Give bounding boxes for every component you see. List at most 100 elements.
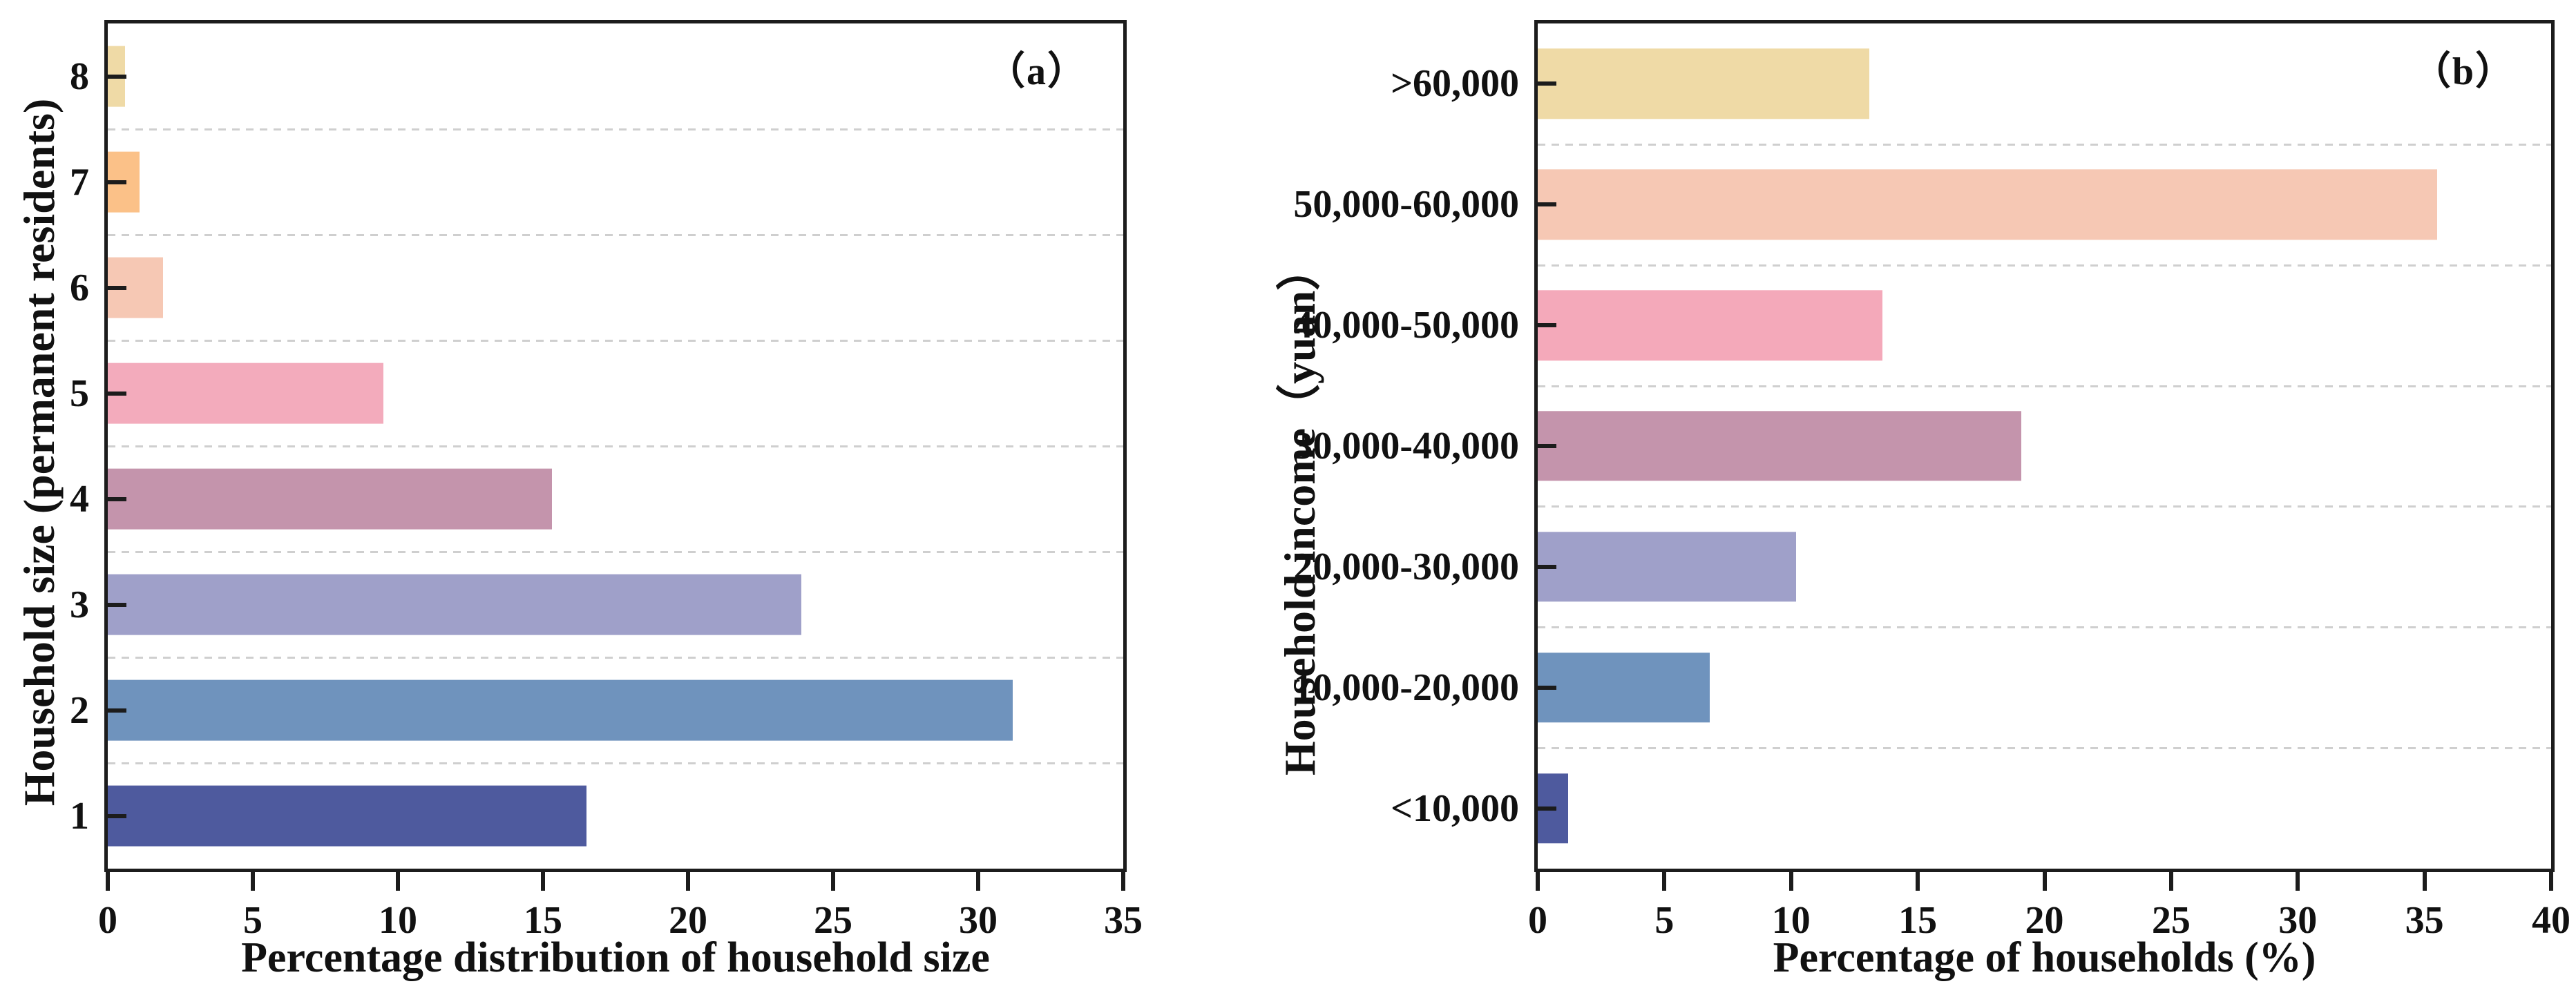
y-axis-tick	[108, 285, 126, 290]
y-axis-tick	[108, 496, 126, 501]
y-axis-tick	[1538, 323, 1556, 328]
bar-row: 3	[70, 552, 1123, 657]
x-axis-tick-label: 15	[1898, 899, 1938, 942]
category-label: 5	[70, 371, 89, 415]
category-label: >60,000	[1391, 62, 1519, 106]
y-axis-tick	[108, 74, 126, 79]
x-axis-tick-label: 5	[243, 899, 263, 942]
y-axis-tick	[1538, 202, 1556, 207]
gridline	[1538, 143, 2551, 146]
x-axis-tick-label: 15	[524, 899, 562, 942]
x-axis-tick	[1788, 872, 1793, 891]
x-axis-title-a: Percentage distribution of household siz…	[241, 934, 990, 981]
bar	[108, 574, 801, 635]
gridline	[108, 762, 1123, 764]
x-axis-tick	[2296, 872, 2300, 891]
bar	[1538, 411, 2022, 481]
bar	[1538, 169, 2437, 240]
y-axis-tick	[108, 708, 126, 713]
gridline	[1538, 505, 2551, 508]
bar	[108, 785, 586, 847]
x-axis-tick-label: 10	[1771, 899, 1811, 942]
plot-area-a: 1 2 3 4 5 6 7 8 （a） 0 5 10 15 20 25 30 35	[70, 20, 1143, 940]
x-axis-tick-label: 40	[2532, 899, 2570, 942]
category-label: 2	[70, 688, 89, 732]
y-axis-tick	[1538, 81, 1556, 86]
bar-row: 4	[70, 446, 1123, 552]
gridline	[108, 445, 1123, 447]
bar-row: 30,000-40,000	[1293, 386, 2551, 507]
y-axis-tick	[108, 813, 126, 818]
y-axis-tick	[108, 602, 126, 607]
x-axis-tick-label: 0	[1528, 899, 1547, 942]
category-label: 50,000-60,000	[1293, 183, 1519, 226]
bar-row: 10,000-20,000	[1293, 627, 2551, 748]
category-label: 10,000-20,000	[1293, 666, 1519, 709]
x-axis-tick	[396, 872, 400, 891]
x-axis-tick	[251, 872, 255, 891]
bar	[1538, 653, 1710, 723]
bar	[1538, 532, 1797, 602]
bar	[1538, 48, 1870, 119]
x-axis-tick-label: 20	[2025, 899, 2064, 942]
plot-area-b: <10,000 10,000-20,000 20,000-30,000 30,000-…	[1293, 20, 2570, 940]
x-axis-tick-label: 30	[959, 899, 998, 942]
category-label: 8	[70, 55, 89, 98]
x-axis-tick	[2549, 872, 2553, 891]
bar	[108, 468, 552, 530]
bar	[108, 679, 1013, 741]
category-label: 7	[70, 160, 89, 204]
gridline	[1538, 626, 2551, 629]
category-label: <10,000	[1391, 786, 1519, 830]
bar-row: 6	[70, 235, 1123, 340]
category-label: 20,000-30,000	[1293, 545, 1519, 588]
category-label: 40,000-50,000	[1293, 304, 1519, 347]
category-label: 4	[70, 477, 89, 521]
bar-row: 1	[70, 763, 1123, 869]
y-axis-tick	[1538, 443, 1556, 448]
bar-row: 8	[70, 23, 1123, 129]
x-axis-tick	[686, 872, 690, 891]
x-axis-tick-label: 0	[98, 899, 117, 942]
bar-row: 5	[70, 340, 1123, 446]
gridline	[108, 234, 1123, 236]
gridline	[108, 551, 1123, 553]
bar	[1538, 290, 1882, 360]
panel-marker-b: （b）	[2412, 50, 2515, 93]
category-label: 3	[70, 583, 89, 626]
bar-row: 20,000-30,000	[1293, 506, 2551, 627]
category-label: 6	[70, 266, 89, 309]
bar-row: <10,000	[1391, 748, 2551, 869]
gridline	[108, 128, 1123, 131]
x-axis-tick-label: 30	[2278, 899, 2318, 942]
category-label: 30,000-40,000	[1293, 424, 1519, 467]
bar-row: 40,000-50,000	[1293, 265, 2551, 386]
y-axis-tick	[108, 391, 126, 396]
category-label: 1	[70, 794, 89, 838]
gridline	[108, 340, 1123, 342]
gridline	[1538, 264, 2551, 267]
x-axis-tick-label: 35	[1104, 899, 1143, 942]
y-axis-tick	[1538, 806, 1556, 811]
x-axis-title-b: Percentage of households (%)	[1773, 934, 2316, 981]
bar-row: 7	[70, 129, 1123, 235]
x-axis-tick	[976, 872, 980, 891]
bars-container-a: 1 2 3 4 5 6 7 8	[70, 23, 1123, 869]
x-axis-tick-label: 10	[379, 899, 417, 942]
gridline	[108, 657, 1123, 659]
x-axis-tick	[1536, 872, 1540, 891]
bar-row: 2	[70, 657, 1123, 763]
x-axis-tick	[2422, 872, 2427, 891]
x-axis-tick-label: 25	[2151, 899, 2191, 942]
bars-container-b: <10,000 10,000-20,000 20,000-30,000 30,000-…	[1293, 23, 2551, 869]
x-axis-tick-label: 20	[669, 899, 707, 942]
x-axis-tick-label: 5	[1654, 899, 1675, 942]
y-axis-tick	[1538, 564, 1556, 569]
x-axis-tick	[1121, 872, 1125, 891]
x-axis-tick	[2168, 872, 2173, 891]
bar-row: >60,000	[1391, 23, 2551, 144]
y-axis-tick	[1538, 685, 1556, 690]
x-axis-tick	[1916, 872, 1920, 891]
gridline	[1538, 747, 2551, 750]
